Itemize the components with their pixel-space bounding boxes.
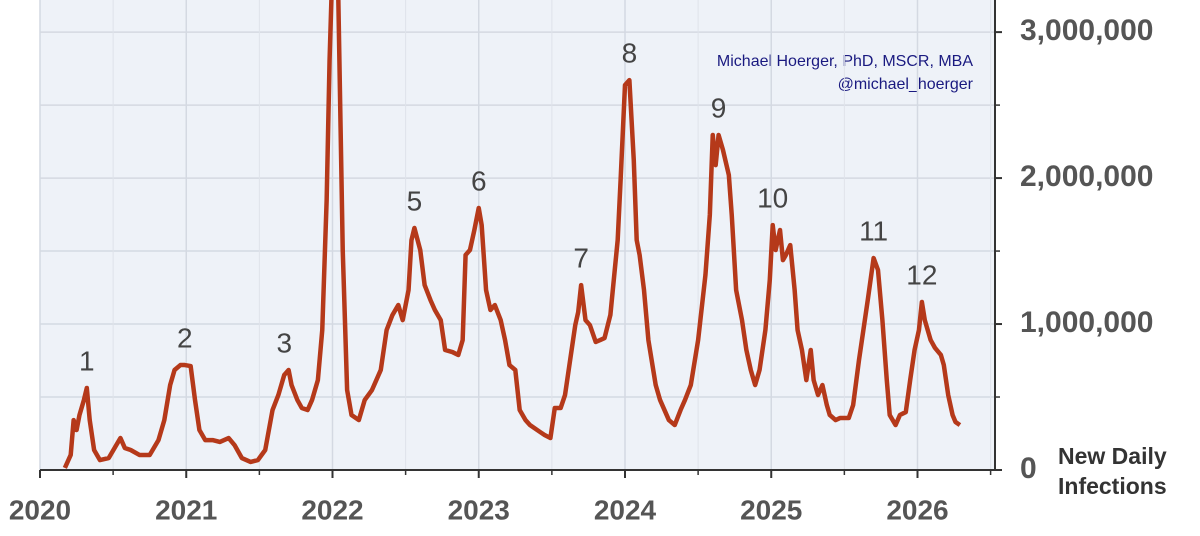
wave-label: 11 [859, 215, 888, 246]
y-tick-label: 1,000,000 [1020, 306, 1153, 339]
y-tick-label: 2,000,000 [1020, 160, 1153, 193]
x-tick-label: 2025 [740, 494, 802, 525]
y-axis-label: New Daily [1058, 443, 1167, 469]
wave-label: 6 [471, 165, 487, 196]
x-tick-label: 2021 [155, 494, 217, 525]
wave-label: 2 [177, 322, 193, 353]
wave-label: 5 [407, 185, 423, 216]
y-axis-label: Infections [1058, 473, 1167, 499]
wave-label: 3 [276, 327, 292, 358]
x-tick-label: 2022 [301, 494, 363, 525]
y-tick-label: 3,000,000 [1020, 14, 1153, 47]
plot-area [62, 0, 962, 469]
credit: Michael Hoerger, PhD, MSCR, MBA [717, 53, 973, 70]
wave-label: 7 [573, 242, 589, 273]
wave-label: 8 [622, 38, 638, 69]
wave-label: 10 [757, 182, 788, 213]
wave-label: 12 [906, 259, 937, 290]
credit: @michael_hoerger [838, 76, 974, 93]
x-tick-label: 2024 [594, 494, 657, 525]
x-tick-label: 2026 [886, 494, 948, 525]
x-tick-label: 2023 [448, 494, 510, 525]
data-line [62, 0, 962, 469]
y-tick-label: 0 [1020, 452, 1037, 485]
wave-label: 1 [79, 345, 95, 376]
x-tick-label: 2020 [9, 494, 71, 525]
wave-label: 9 [711, 92, 727, 123]
